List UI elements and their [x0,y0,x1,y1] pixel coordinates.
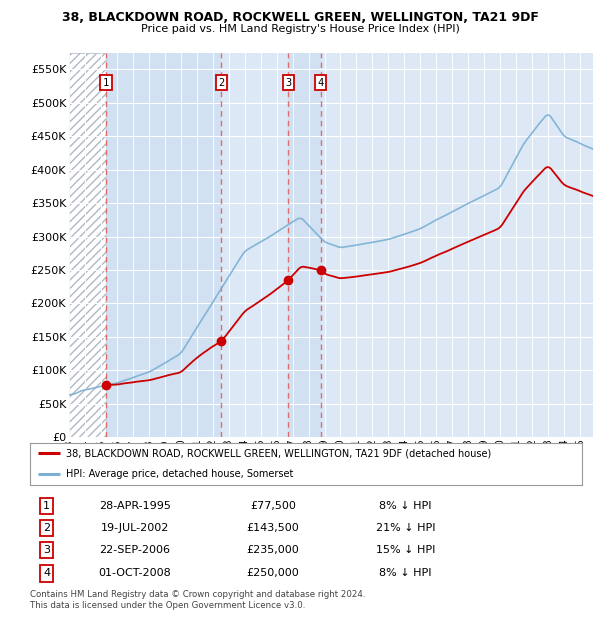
Bar [106,53,221,437]
Text: 19-JUL-2002: 19-JUL-2002 [101,523,169,533]
Text: 3: 3 [43,546,50,556]
Text: £77,500: £77,500 [250,501,296,511]
Bar [288,53,320,437]
Text: £250,000: £250,000 [247,569,299,578]
Text: 38, BLACKDOWN ROAD, ROCKWELL GREEN, WELLINGTON, TA21 9DF: 38, BLACKDOWN ROAD, ROCKWELL GREEN, WELL… [62,11,538,24]
Text: This data is licensed under the Open Government Licence v3.0.: This data is licensed under the Open Gov… [30,601,305,611]
Text: 3: 3 [285,78,292,88]
Text: 22-SEP-2006: 22-SEP-2006 [100,546,170,556]
Text: 4: 4 [43,569,50,578]
Text: 1: 1 [43,501,50,511]
Text: 2: 2 [43,523,50,533]
Bar [69,53,106,437]
Text: 21% ↓ HPI: 21% ↓ HPI [376,523,435,533]
Text: HPI: Average price, detached house, Somerset: HPI: Average price, detached house, Some… [66,469,293,479]
Text: Price paid vs. HM Land Registry's House Price Index (HPI): Price paid vs. HM Land Registry's House … [140,24,460,33]
Text: 1: 1 [103,78,109,88]
Text: £143,500: £143,500 [247,523,299,533]
Text: 2: 2 [218,78,224,88]
Text: 4: 4 [317,78,323,88]
Text: 15% ↓ HPI: 15% ↓ HPI [376,546,435,556]
Text: Contains HM Land Registry data © Crown copyright and database right 2024.: Contains HM Land Registry data © Crown c… [30,590,365,600]
Text: 01-OCT-2008: 01-OCT-2008 [98,569,171,578]
Text: 8% ↓ HPI: 8% ↓ HPI [379,501,431,511]
Text: 8% ↓ HPI: 8% ↓ HPI [379,569,431,578]
Text: £235,000: £235,000 [247,546,299,556]
Text: 28-APR-1995: 28-APR-1995 [99,501,171,511]
Text: 38, BLACKDOWN ROAD, ROCKWELL GREEN, WELLINGTON, TA21 9DF (detached house): 38, BLACKDOWN ROAD, ROCKWELL GREEN, WELL… [66,448,491,458]
